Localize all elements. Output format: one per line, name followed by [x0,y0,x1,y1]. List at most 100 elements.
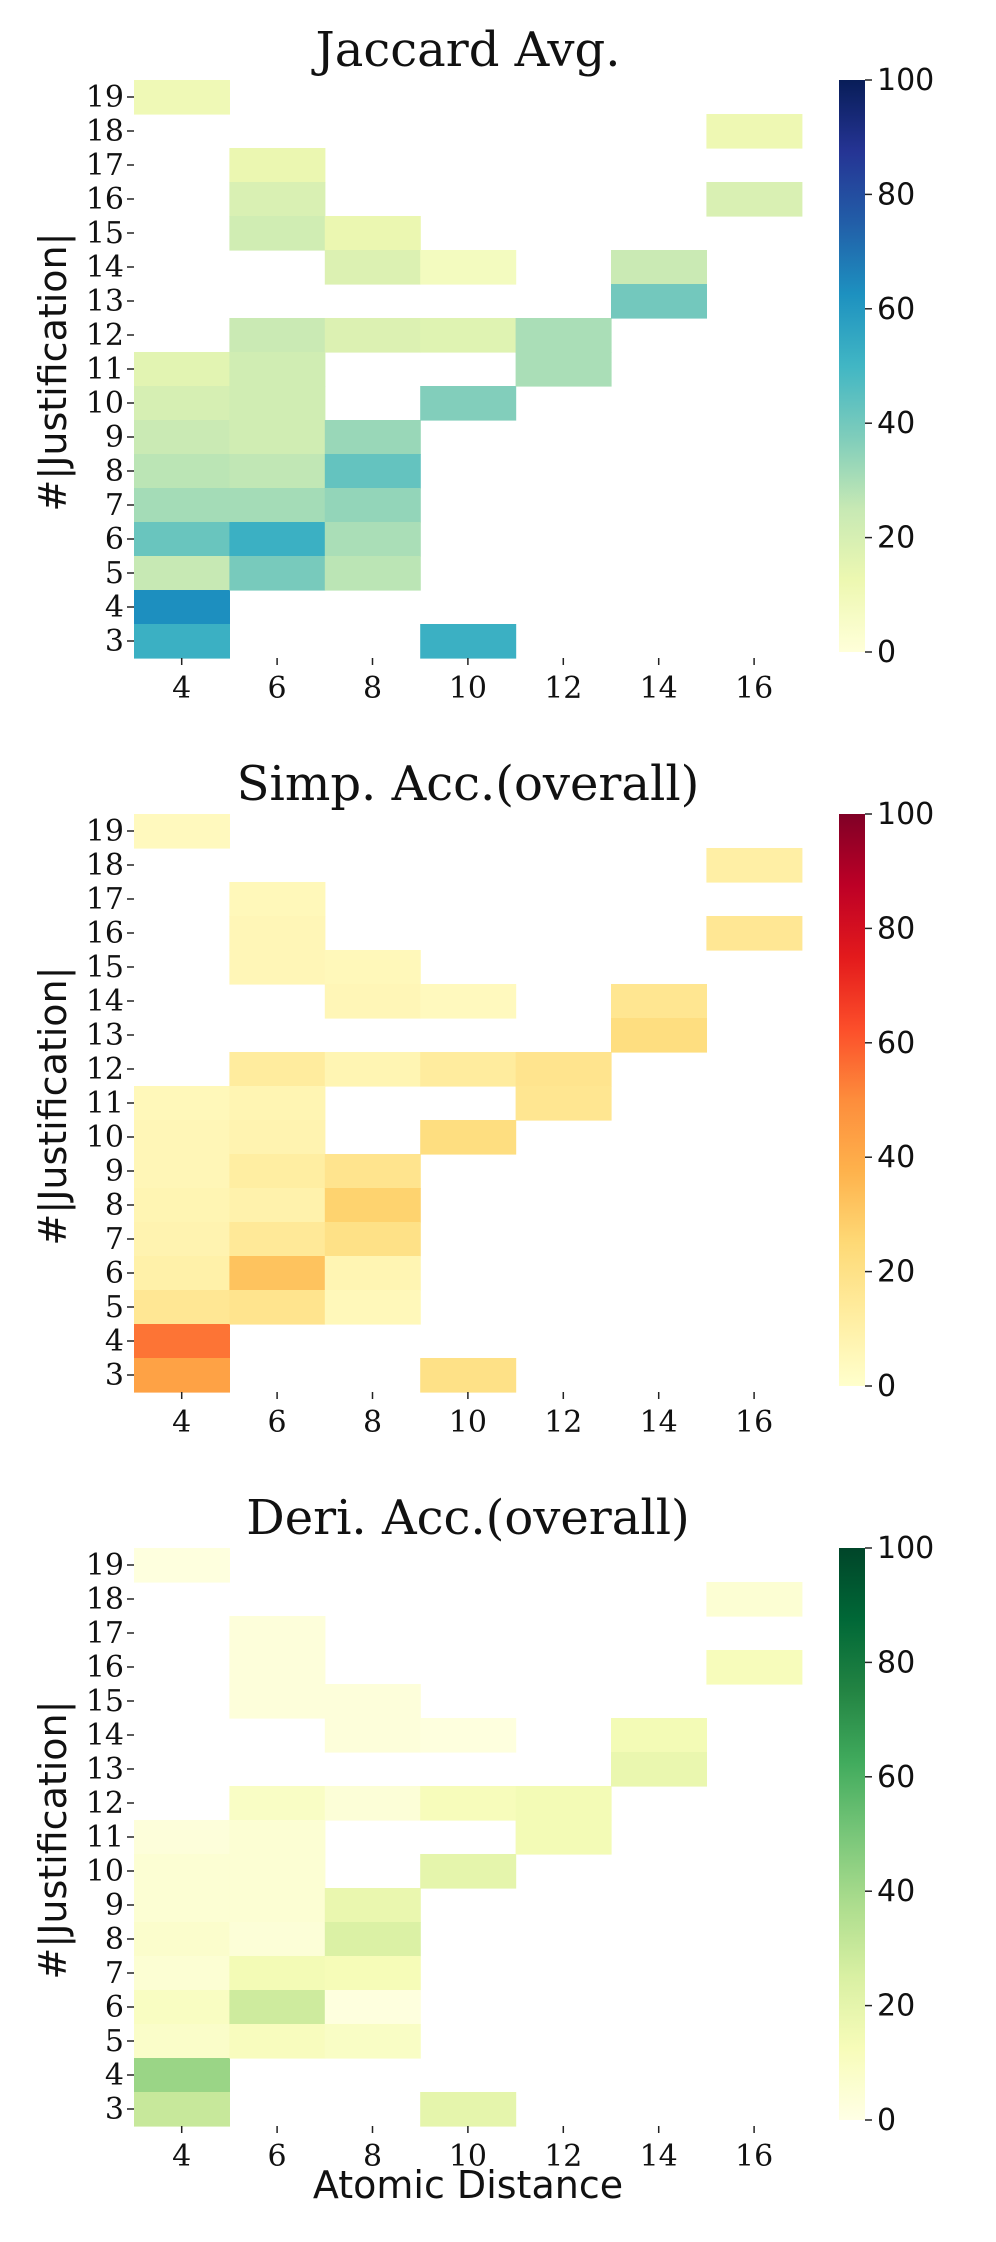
x-tick-label: 14 [640,2139,678,2174]
y-tick-label: 9 [105,420,124,455]
heatmap-cell [134,1290,230,1325]
x-tick-label: 4 [172,1405,191,1440]
y-tick-label: 8 [105,1188,124,1223]
heatmap-cell [420,386,517,421]
colorbar-tick-label: 0 [877,2103,896,2138]
x-tick-label: 16 [735,671,773,706]
heatmap-cell [515,1820,612,1855]
x-tick-label: 4 [172,2139,191,2174]
y-tick-label: 19 [86,814,124,849]
colorbar: 0 20 40 60 80 100 [839,797,934,1404]
heatmap-cell [324,488,421,523]
heatmap-cell [229,182,326,217]
y-tick-label: 18 [86,848,124,883]
y-tick-label: 6 [105,522,124,557]
heatmap-cell [420,318,517,353]
colorbar-tick-label: 60 [877,292,915,327]
heatmap-cell [611,1752,707,1787]
heatmap-cell [134,590,230,625]
heatmap-cell [229,950,326,985]
heatmap-cell [706,114,803,149]
heatmap-cell [324,318,421,353]
heatmap-cell [420,1052,517,1087]
heatmap-cell [420,1786,517,1821]
y-tick-label: 8 [105,454,124,489]
heatmap-cell [229,1616,326,1651]
y-tick-label: 13 [86,284,124,319]
x-tick-label: 10 [449,671,487,706]
heatmap-cells [134,80,803,659]
y-tick-label: 10 [86,386,124,421]
heatmap-cell [324,1290,421,1325]
heatmap-cell [229,556,326,591]
heatmap-cell [134,2092,230,2127]
heatmap-cell [420,624,517,659]
y-tick-label: 7 [105,1222,124,1257]
x-tick-label: 12 [544,1405,582,1440]
y-axis-label: #|Justification| [31,1701,76,1980]
heatmap-cell [324,522,421,557]
colorbar-gradient [839,814,865,1386]
x-tick-labels: 4 6 8 10 12 14 16 [172,658,773,706]
heatmap-cell [229,148,326,183]
heatmap-cell [229,916,326,951]
y-tick-label: 11 [86,352,124,387]
heatmap-cell [229,386,326,421]
heatmap-cell [515,318,612,353]
heatmap-cell [134,80,230,115]
heatmap-cell [706,1650,803,1685]
y-tick-label: 13 [86,1018,124,1053]
heatmap-cell [134,1990,230,2025]
heatmap-cell [229,1684,326,1719]
x-tick-label: 6 [268,2139,287,2174]
heatmap-cell [134,624,230,659]
heatmap-cell [611,1018,707,1053]
y-tick-label: 19 [86,80,124,115]
heatmap-cell [229,216,326,251]
heatmap-cell [420,1120,517,1155]
y-axis-label: #|Justification| [31,233,76,512]
heatmap-cell [611,284,707,319]
y-tick-label: 14 [86,250,124,285]
heatmap-cell [229,1922,326,1957]
heatmap-cell [324,1256,421,1291]
heatmap-cell [324,1888,421,1923]
heatmap-cell [420,2092,517,2127]
heatmap-cell [134,1222,230,1257]
y-tick-label: 3 [105,624,124,659]
heatmap-cell [134,1324,230,1359]
colorbar-tick-label: 80 [877,1645,915,1680]
y-tick-label: 3 [105,1358,124,1393]
heatmap-cells [134,1548,803,2127]
heatmap-cell [134,488,230,523]
heatmap-cell [229,1154,326,1189]
heatmap-cell [134,352,230,387]
heatmap-cell [229,1086,326,1121]
panel-simp-acc: Simp. Acc.(overall) #|Justification| 4 6 8… [31,756,934,1440]
y-tick-label: 6 [105,1990,124,2025]
heatmap-cell [324,1718,421,1753]
y-tick-label: 4 [105,590,124,625]
heatmap-cell [134,1820,230,1855]
x-tick-labels: 4 6 8 10 12 14 16 [172,2126,773,2174]
panel-deri-acc: Deri. Acc.(overall) #|Justification| Ato… [31,1490,934,2207]
heatmap-cell [229,1956,326,1991]
heatmap-cell [324,250,421,285]
heatmap-cell [134,1888,230,1923]
colorbar-tick-label: 40 [877,1140,915,1175]
y-tick-label: 14 [86,1718,124,1753]
x-tick-label: 16 [735,1405,773,1440]
y-tick-label: 4 [105,2058,124,2093]
heatmap-cell [229,488,326,523]
heatmap-cell [229,522,326,557]
colorbar-tick-label: 80 [877,911,915,946]
colorbar-tick-label: 20 [877,1255,915,1290]
heatmap-cell [420,1358,517,1393]
y-tick-label: 12 [86,318,124,353]
colorbar-tick-label: 80 [877,177,915,212]
heatmap-cell [134,1154,230,1189]
y-tick-label: 5 [105,556,124,591]
heatmap-cell [134,386,230,421]
y-tick-label: 3 [105,2092,124,2127]
